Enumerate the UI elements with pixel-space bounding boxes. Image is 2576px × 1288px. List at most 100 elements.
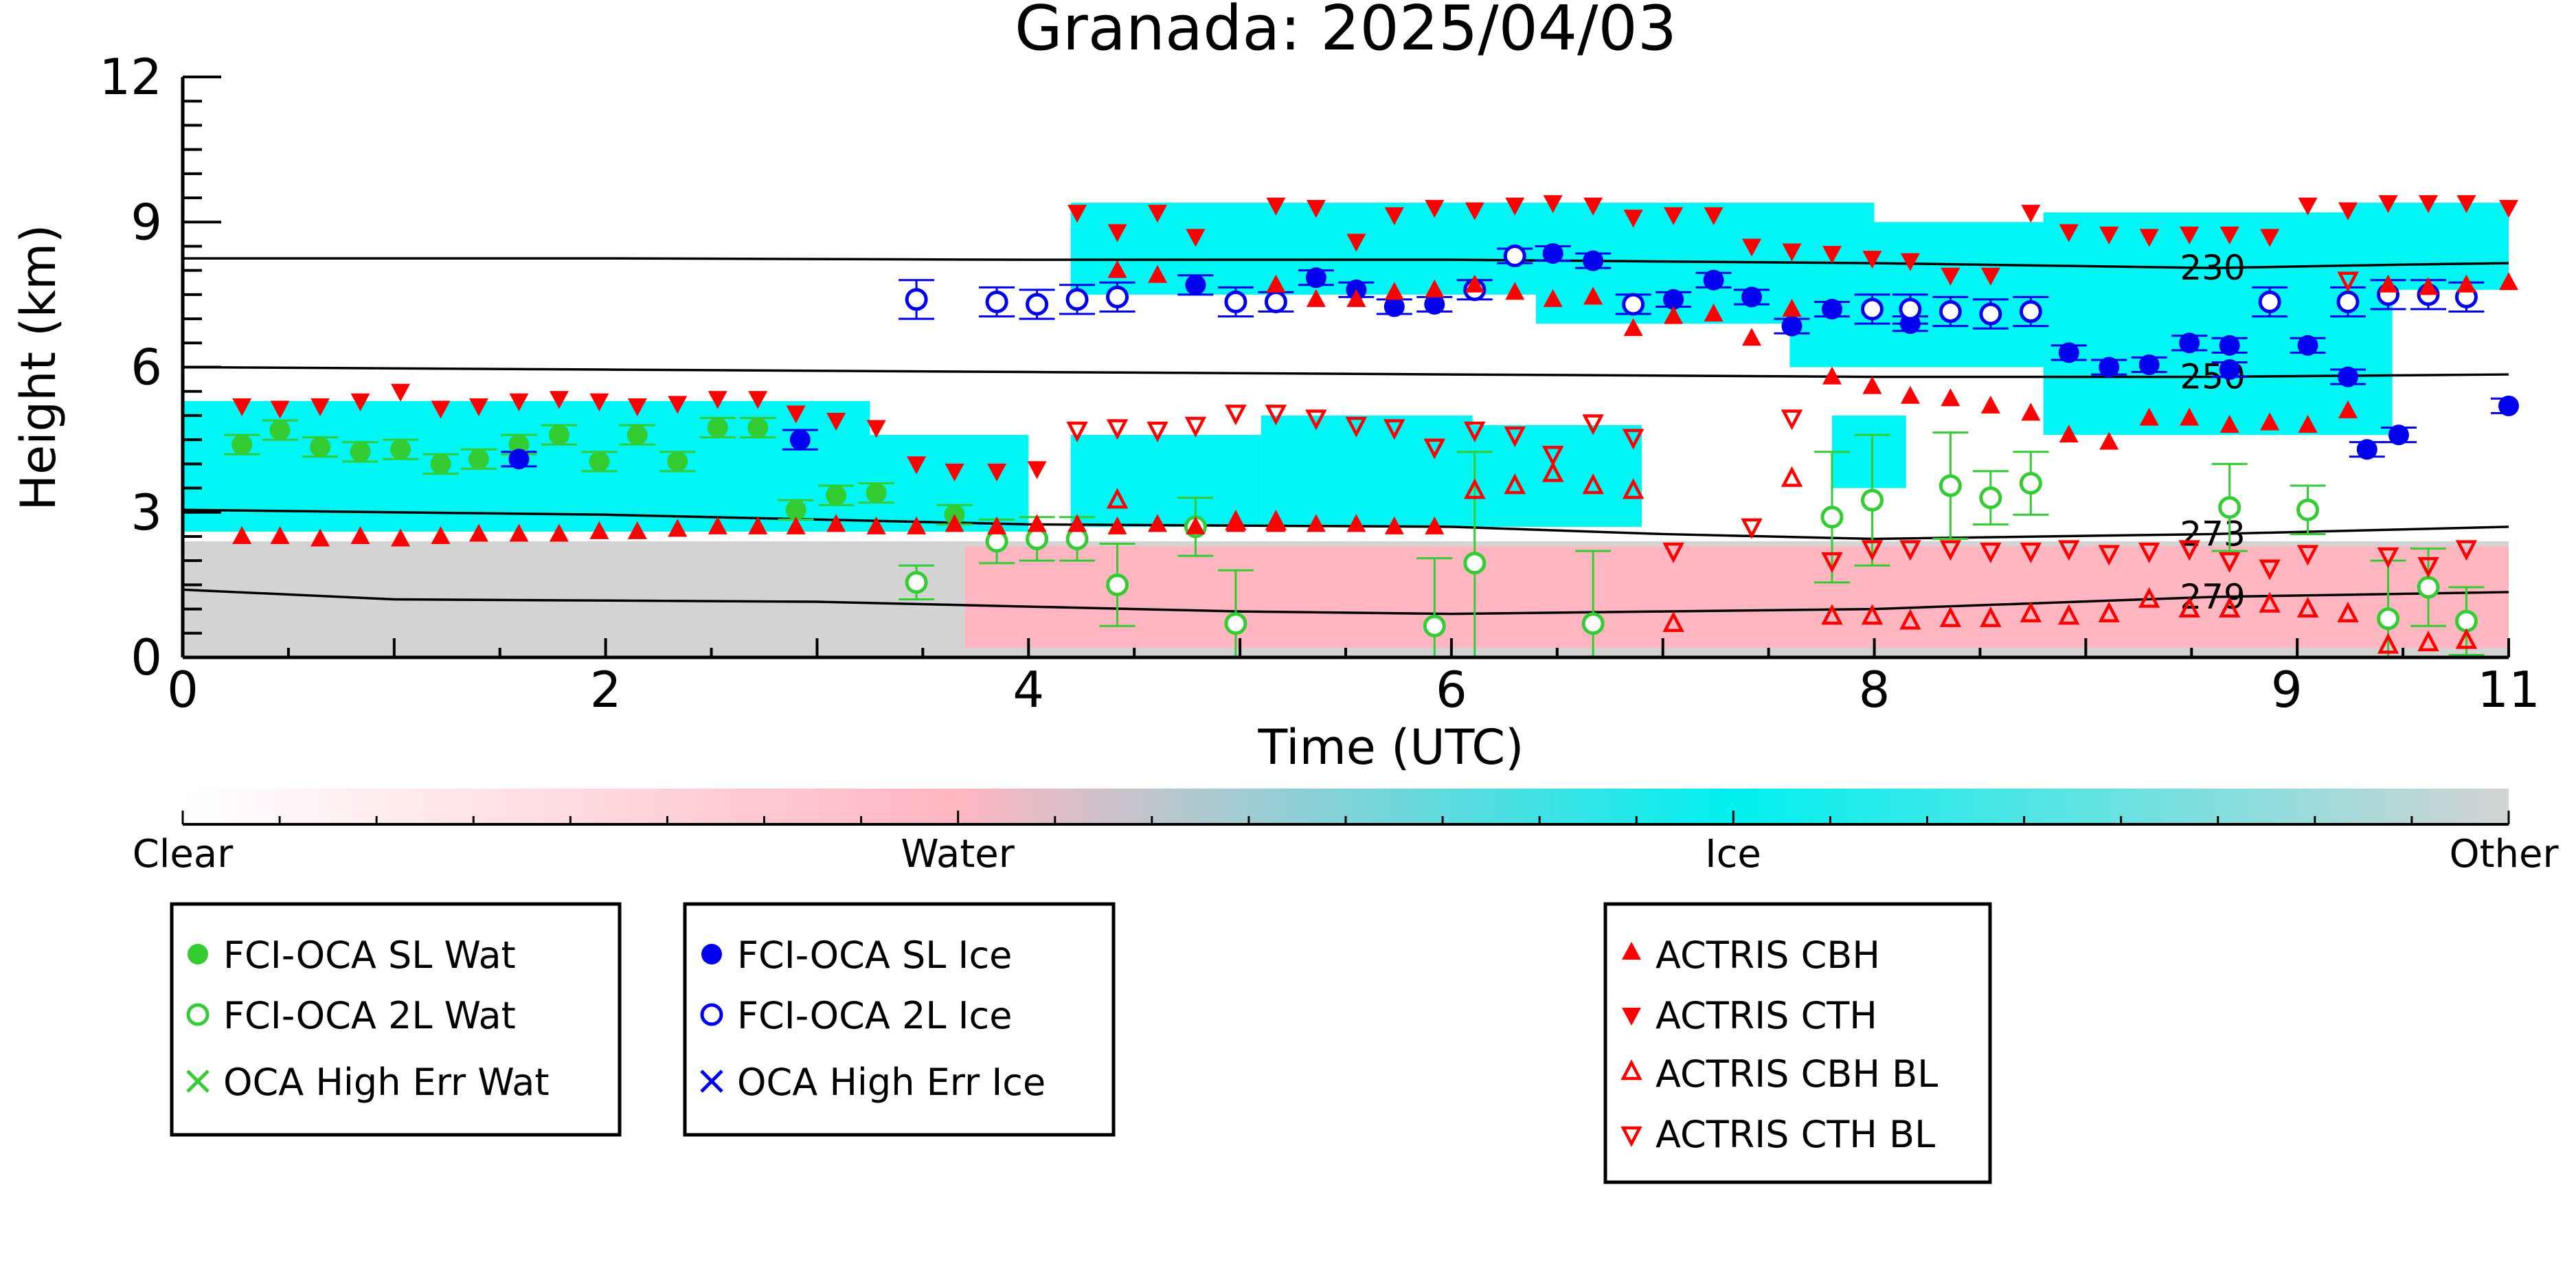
point-actris-cth-bl-1 <box>1106 419 1129 440</box>
point-actris-cth-bl-14 <box>1622 429 1645 450</box>
point-actris-cbh-10 <box>627 521 647 539</box>
point-fci-oca-2l-wat-9 <box>1581 612 1605 635</box>
x-tick-label: 0 <box>167 661 199 719</box>
legend-marker-higherr-ice <box>700 1070 723 1093</box>
point-actris-cth-6 <box>468 398 488 416</box>
point-actris-cth-bl-16 <box>1741 518 1763 539</box>
point-actris-cbh-bl-17 <box>2098 601 2120 622</box>
point-actris-cth-19 <box>987 463 1007 482</box>
point-actris-cbh-bl-13 <box>1939 606 1962 627</box>
bg-region-ice-4 <box>1070 435 1261 527</box>
point-actris-cbh-bl-23 <box>2337 601 2359 622</box>
point-actris-cth-17 <box>907 456 927 475</box>
point-actris-cbh-24 <box>1186 516 1206 534</box>
point-actris-cth-25 <box>1266 197 1286 216</box>
point-fci-oca-2l-wat-4 <box>1106 573 1129 596</box>
point-actris-cbh-28 <box>1346 514 1366 532</box>
legend-actris-box <box>1603 902 1992 1184</box>
point-fci-oca-sl-wat-11 <box>667 451 688 472</box>
point-actris-cbh-bl-7 <box>1622 478 1645 499</box>
y-axis-label: Height (km) <box>10 225 67 511</box>
point-fci-oca-sl-ice-23 <box>2356 439 2377 460</box>
point-actris-cbh-62 <box>2419 277 2439 295</box>
point-actris-cbh-56 <box>2180 407 2200 426</box>
y-tick-label: 3 <box>131 484 162 541</box>
point-actris-cth-50 <box>2260 229 2280 247</box>
legend-label-2l-ice: FCI-OCA 2L Ice <box>737 994 1012 1037</box>
point-fci-oca-sl-ice-0 <box>508 449 530 470</box>
legend-label-cbh-bl: ACTRIS CBH BL <box>1656 1052 1938 1096</box>
legend-water: FCI-OCA SL Wat FCI-OCA 2L Wat OCA High E… <box>170 902 622 1137</box>
point-actris-cbh-31 <box>1107 260 1127 278</box>
bg-region-ice-5 <box>1261 415 1473 527</box>
point-actris-cbh-bl-4 <box>1504 473 1526 495</box>
point-fci-oca-2l-wat-16 <box>2296 498 2320 521</box>
point-fci-oca-2l-wat-18 <box>2417 576 2440 599</box>
point-actris-cth-52 <box>2338 202 2358 221</box>
point-actris-cth-bl-31 <box>2337 271 2359 293</box>
point-actris-cbh-bl-14 <box>1980 606 2002 627</box>
point-actris-cth-18 <box>945 463 964 482</box>
point-fci-oca-2l-ice-1 <box>985 290 1008 313</box>
point-actris-cbh-0 <box>232 526 252 544</box>
point-actris-cth-7 <box>509 393 529 411</box>
point-fci-oca-2l-ice-9 <box>1622 293 1645 316</box>
point-actris-cth-28 <box>1384 207 1404 225</box>
point-actris-cbh-50 <box>1941 388 1961 407</box>
legend-label-sl-wat: FCI-OCA SL Wat <box>223 934 516 977</box>
contour-line-279 <box>182 588 2509 615</box>
colorbar-label-clear: Clear <box>133 832 234 877</box>
point-actris-cbh-bl-12 <box>1899 609 1921 630</box>
point-actris-cth-bl-8 <box>1383 419 1405 440</box>
point-fci-oca-sl-ice-1 <box>789 429 811 451</box>
axes: 0 3 6 9 12 0 2 4 6 8 9 11 <box>99 48 2540 719</box>
point-actris-cth-bl-4 <box>1225 405 1247 426</box>
point-actris-cth-14 <box>786 405 806 424</box>
point-actris-cth-16 <box>866 420 886 438</box>
point-actris-cth-bl-9 <box>1423 438 1445 460</box>
point-actris-cbh-bl-25 <box>2417 631 2439 652</box>
point-actris-cth-bl-19 <box>1861 540 1884 561</box>
point-actris-cbh-20 <box>1027 514 1047 532</box>
point-actris-cth-27 <box>1346 234 1366 252</box>
point-fci-oca-sl-wat-6 <box>468 449 489 470</box>
point-actris-cth-bl-26 <box>2138 542 2160 563</box>
point-actris-cbh-16 <box>866 516 886 534</box>
point-actris-cbh-45 <box>1742 328 1762 346</box>
point-fci-oca-sl-wat-2 <box>310 436 331 457</box>
point-fci-oca-2l-ice-15 <box>2258 290 2281 313</box>
point-actris-cbh-36 <box>1384 282 1404 300</box>
point-fci-oca-2l-wat-14 <box>2019 472 2042 495</box>
point-fci-oca-2l-ice-6 <box>1264 290 1287 313</box>
point-fci-oca-2l-ice-0 <box>905 288 928 311</box>
point-fci-oca-sl-ice-2 <box>1185 274 1206 295</box>
point-fci-oca-sl-ice-9 <box>1663 289 1684 310</box>
point-actris-cbh-bl-9 <box>1781 466 1803 487</box>
legend-ice-box <box>683 902 1116 1137</box>
point-fci-oca-sl-ice-11 <box>1741 286 1763 308</box>
point-actris-cth-12 <box>708 391 727 409</box>
legend-label-cth: ACTRIS CTH <box>1656 994 1877 1037</box>
point-fci-oca-sl-ice-15 <box>2058 342 2079 363</box>
point-actris-cbh-48 <box>1862 376 1882 394</box>
point-fci-oca-2l-wat-3 <box>1065 527 1089 550</box>
point-actris-cbh-46 <box>1782 299 1802 317</box>
point-fci-oca-sl-wat-8 <box>548 425 569 446</box>
point-actris-cbh-2 <box>310 528 330 547</box>
point-actris-cbh-11 <box>668 519 688 537</box>
point-actris-cbh-22 <box>1107 516 1127 534</box>
colorbar-ticks <box>181 811 2510 824</box>
errorbar-fci-oca-sl-ice-25 <box>2491 397 2509 414</box>
point-actris-cbh-12 <box>708 516 727 534</box>
point-fci-oca-2l-wat-17 <box>2377 607 2400 631</box>
y-tick-label: 0 <box>131 629 162 686</box>
point-actris-cbh-bl-18 <box>2138 587 2160 608</box>
contour-label-273: 273 <box>2180 514 2245 554</box>
point-actris-cbh-30 <box>1425 516 1445 534</box>
point-fci-oca-sl-wat-16 <box>866 482 887 504</box>
point-actris-cth-23 <box>1148 205 1168 223</box>
x-tick-label: 11 <box>2477 661 2540 719</box>
point-actris-cth-bl-32 <box>2377 547 2399 568</box>
legend-label-cth-bl: ACTRIS CTH BL <box>1656 1113 1935 1156</box>
point-actris-cth-bl-12 <box>1541 446 1564 467</box>
